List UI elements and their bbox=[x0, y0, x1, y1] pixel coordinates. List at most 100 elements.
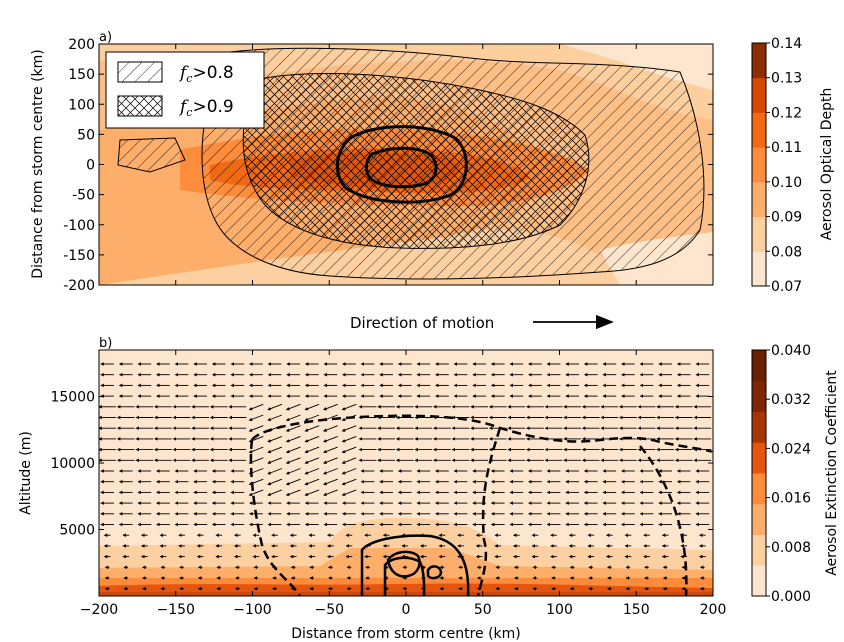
panel-b-xticks: −200 −150 −100 −50 0 50 100 150 200 bbox=[80, 350, 727, 618]
wind-vector bbox=[323, 435, 338, 443]
wind-vector bbox=[341, 435, 357, 443]
wind-vector bbox=[341, 478, 357, 486]
colorbar-a: 0.07 0.08 0.09 0.10 0.11 0.12 0.13 0.14 Aerosol… bbox=[751, 36, 835, 295]
colorbar-tick-label: 0.032 bbox=[771, 392, 811, 408]
wind-vector bbox=[341, 468, 357, 475]
b-xtick-label: −50 bbox=[314, 602, 344, 618]
wind-vector bbox=[248, 457, 264, 464]
b-xtick-label: 0 bbox=[402, 602, 411, 618]
wind-vector bbox=[341, 446, 357, 454]
wind-vector bbox=[304, 489, 320, 496]
wind-vector bbox=[267, 457, 283, 464]
b-xtick-label: −200 bbox=[80, 602, 118, 618]
wind-vector bbox=[323, 457, 338, 464]
colorbar-a-label: Aerosol Optical Depth bbox=[819, 88, 835, 241]
b-xtick-label: 200 bbox=[700, 602, 727, 618]
wind-vector bbox=[285, 435, 301, 443]
extinction-contour-small bbox=[426, 565, 443, 580]
legend: fc>0.8 fc>0.9 bbox=[105, 51, 265, 129]
panel-b-label: b) bbox=[99, 336, 112, 351]
wind-vector bbox=[323, 489, 338, 496]
colorbar-tick-label: 0.008 bbox=[771, 540, 811, 556]
legend-fc09-label: >0.9 bbox=[192, 97, 233, 117]
wind-vector bbox=[267, 489, 283, 496]
b-xtick-label: −150 bbox=[157, 602, 195, 618]
a-ytick-label: -100 bbox=[63, 218, 95, 234]
a-ytick-label: -50 bbox=[72, 188, 95, 204]
legend-swatch-fc08 bbox=[117, 61, 163, 83]
wind-vector bbox=[323, 478, 338, 486]
wind-vector bbox=[248, 403, 264, 411]
panel-b-ylabel: Altitude (m) bbox=[18, 431, 34, 515]
b-ytick-label: 10000 bbox=[50, 456, 95, 472]
wind-vector bbox=[323, 425, 338, 432]
wind-vector bbox=[304, 468, 320, 475]
wind-vector bbox=[267, 414, 283, 422]
cloud-contour-dashed bbox=[249, 414, 713, 596]
legend-fc09-symbol: f bbox=[178, 97, 189, 117]
legend-swatch-fc09 bbox=[117, 95, 163, 117]
wind-vector bbox=[248, 446, 264, 454]
wind-vector bbox=[285, 403, 301, 411]
colorbar-tick-label: 0.040 bbox=[771, 343, 811, 359]
wind-vector bbox=[267, 446, 283, 454]
colorbar-tick-label: 0.024 bbox=[771, 441, 811, 457]
colorbar-segment bbox=[752, 216, 766, 252]
wind-vector bbox=[323, 468, 338, 475]
b-xtick-label: 100 bbox=[546, 602, 573, 618]
wind-vector bbox=[267, 403, 283, 411]
extinction-contour-outer bbox=[360, 534, 470, 596]
colorbar-segment bbox=[752, 534, 766, 566]
direction-label: Direction of motion bbox=[350, 314, 494, 332]
wind-vector bbox=[248, 414, 264, 422]
colorbar-segment bbox=[752, 43, 766, 79]
wind-vector bbox=[248, 489, 264, 496]
b-xtick-label: −100 bbox=[233, 602, 271, 618]
colorbar-tick-label: 0.10 bbox=[771, 175, 802, 191]
colorbar-segment bbox=[752, 77, 766, 113]
panel-b-xlabel: Distance from storm centre (km) bbox=[291, 626, 521, 642]
wind-vector bbox=[304, 425, 320, 432]
aod-contour-outer bbox=[335, 125, 468, 204]
colorbar-segment bbox=[752, 112, 766, 148]
wind-vector bbox=[323, 414, 338, 422]
colorbar-segment bbox=[752, 350, 766, 382]
colorbar-tick-label: 0.000 bbox=[771, 589, 811, 605]
wind-vector bbox=[304, 435, 320, 443]
panel-b-yticks: 5000 10000 15000 bbox=[50, 390, 713, 539]
colorbar-b-label: Aerosol Extinction Coefficient bbox=[824, 370, 840, 576]
colorbar-segment bbox=[752, 411, 766, 443]
colorbar-tick-label: 0.016 bbox=[771, 491, 811, 507]
wind-vector bbox=[285, 414, 301, 422]
extinction-contour-inner bbox=[386, 550, 421, 578]
wind-vector bbox=[341, 457, 357, 464]
wind-vector bbox=[304, 457, 320, 464]
colorbar-tick-label: 0.09 bbox=[771, 210, 802, 226]
wind-vector bbox=[304, 414, 320, 422]
legend-fc08-sub: c bbox=[186, 72, 192, 85]
colorbar-segment bbox=[752, 181, 766, 218]
panel-b: b) 5000 10000 15000 −200 −150 −100 −50 0 50 100 1… bbox=[18, 336, 840, 642]
wind-vector bbox=[304, 446, 320, 454]
wind-vector bbox=[285, 468, 301, 475]
b-xtick-label: 150 bbox=[623, 602, 650, 618]
colorbar-segment bbox=[752, 503, 766, 535]
aod-contour-inner bbox=[364, 146, 438, 189]
colorbar-segment bbox=[752, 442, 766, 474]
a-ytick-label: 0 bbox=[86, 158, 95, 174]
legend-entry-fc08: fc>0.8 bbox=[178, 63, 234, 85]
colorbar-segment bbox=[752, 473, 766, 505]
a-ytick-label: 100 bbox=[68, 97, 95, 113]
colorbar-tick-label: 0.07 bbox=[771, 279, 802, 295]
extinction-field bbox=[99, 350, 713, 596]
a-ytick-label: 50 bbox=[77, 127, 95, 143]
wind-vector bbox=[285, 478, 301, 486]
colorbar-segment bbox=[752, 147, 766, 183]
wind-vector bbox=[323, 446, 338, 454]
b-xtick-label: 50 bbox=[474, 602, 492, 618]
legend-entry-fc09: fc>0.9 bbox=[178, 97, 234, 119]
wind-vector bbox=[285, 489, 301, 496]
wind-vector bbox=[304, 478, 320, 486]
wind-vector bbox=[341, 489, 357, 496]
